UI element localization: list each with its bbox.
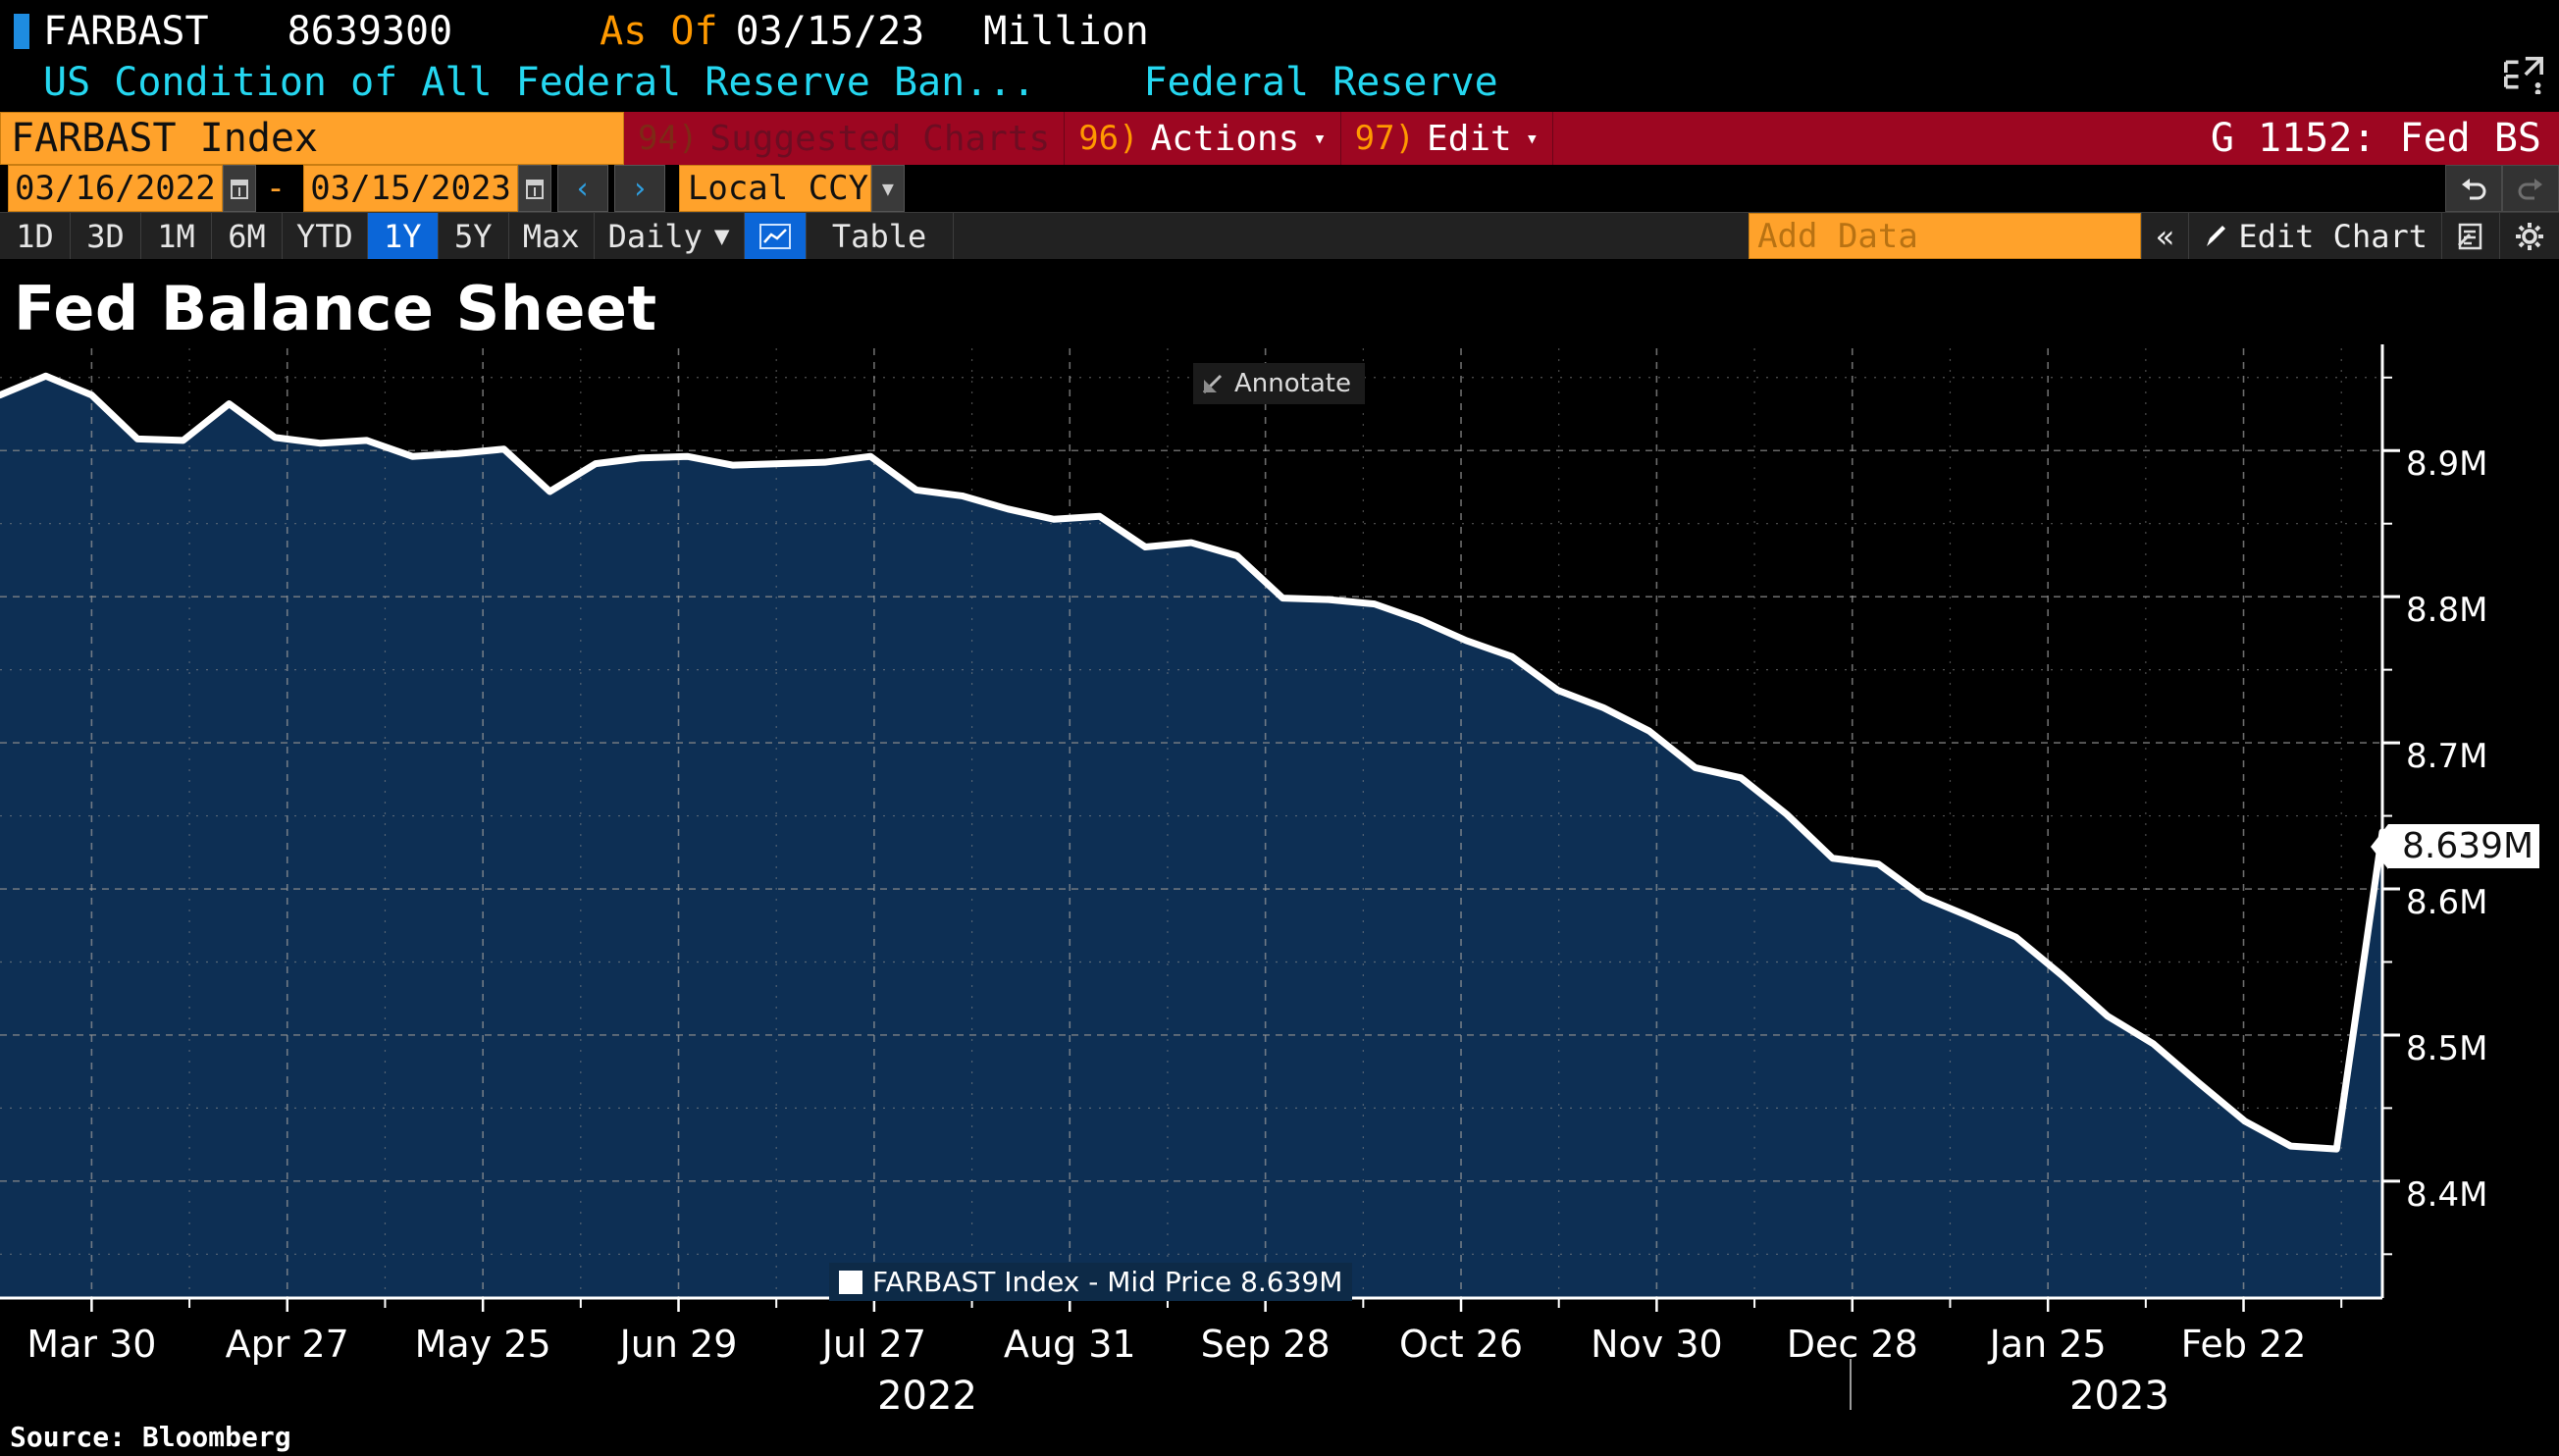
security-header-row-secondary: US Condition of All Federal Reserve Ban.… — [0, 57, 2559, 108]
period-toolbar: 1D 3D 1M 6M YTD 1Y 5Y Max Daily ▼ Table … — [0, 212, 2559, 259]
y-axis-label: 8.8M — [2406, 591, 2488, 631]
x-axis-label: Dec 28 — [1786, 1323, 1918, 1366]
annotations-panel-icon[interactable] — [2441, 213, 2499, 259]
menu-number: 96) — [1078, 119, 1139, 158]
x-axis-label: Feb 22 — [2180, 1323, 2307, 1366]
period-1d[interactable]: 1D — [0, 213, 71, 259]
currency-select[interactable]: Local CCY — [678, 165, 871, 212]
security-indicator-bar — [14, 14, 29, 49]
page-title: Fed Balance Sheet — [14, 273, 657, 344]
annotate-button[interactable]: Annotate — [1193, 363, 1365, 404]
as-of-label: As Of — [600, 9, 718, 54]
end-date-calendar-icon[interactable] — [517, 165, 551, 212]
prev-period-button[interactable]: ‹ — [556, 165, 608, 212]
x-axis-label: Jan 25 — [1989, 1323, 2107, 1366]
x-axis-label: Oct 26 — [1398, 1323, 1524, 1366]
menu-label: Suggested Charts — [709, 118, 1051, 159]
x-axis-label: Apr 27 — [225, 1323, 349, 1366]
annotate-label: Annotate — [1234, 369, 1351, 398]
period-ytd[interactable]: YTD — [283, 213, 368, 259]
y-axis-label: 8.9M — [2406, 444, 2488, 485]
x-axis-label: Mar 30 — [26, 1323, 157, 1366]
y-axis-label: 8.4M — [2406, 1174, 2488, 1215]
menu-label: Edit — [1427, 118, 1512, 159]
period-max[interactable]: Max — [509, 213, 595, 259]
next-period-button[interactable]: › — [613, 165, 665, 212]
menu-number: 97) — [1354, 119, 1416, 158]
frequency-label: Daily — [607, 217, 703, 255]
menu-edit[interactable]: 97) Edit ▾ — [1341, 112, 1553, 165]
security-description: US Condition of All Federal Reserve Ban.… — [43, 60, 1036, 105]
year-divider — [1850, 1359, 1852, 1410]
y-axis-label: 8.5M — [2406, 1028, 2488, 1068]
x-axis-label: Nov 30 — [1591, 1323, 1723, 1366]
edit-chart-button[interactable]: Edit Chart — [2188, 213, 2441, 259]
chart-svg — [0, 344, 2559, 1335]
security-data-source: Federal Reserve — [1143, 60, 1498, 105]
chevron-down-icon[interactable]: ▼ — [870, 165, 905, 212]
x-axis-label: May 25 — [414, 1323, 551, 1366]
x-axis-year-label: 2022 — [877, 1374, 977, 1419]
security-header: FARBAST 8639300 As Of 03/15/23 Million U… — [0, 0, 2559, 108]
screen-id-label: G 1152: Fed BS — [2210, 116, 2541, 161]
frequency-select[interactable]: Daily ▼ — [595, 213, 745, 259]
x-axis-label: Aug 31 — [1003, 1323, 1136, 1366]
x-axis-year-label: 2023 — [2069, 1374, 2169, 1419]
menu-number: 94) — [638, 119, 699, 158]
menu-suggested-charts[interactable]: 94) Suggested Charts — [624, 112, 1066, 165]
add-data-input[interactable]: Add Data — [1749, 213, 2142, 259]
source-note: Source: Bloomberg — [10, 1421, 291, 1453]
edit-chart-label: Edit Chart — [2238, 217, 2428, 255]
security-ticker: FARBAST — [43, 9, 209, 54]
collapse-panel-button[interactable]: « — [2141, 213, 2188, 259]
current-value-badge: 8.639M — [2370, 824, 2540, 870]
period-1m[interactable]: 1M — [141, 213, 212, 259]
menu-label: Actions — [1150, 118, 1300, 159]
chevron-down-icon: ▾ — [1525, 126, 1539, 151]
start-date-calendar-icon[interactable] — [222, 165, 256, 212]
x-axis-label: Jul 27 — [821, 1323, 927, 1366]
chart-legend[interactable]: FARBAST Index - Mid Price 8.639M — [829, 1263, 1353, 1301]
ticker-input[interactable]: FARBAST Index — [0, 112, 624, 165]
y-axis-label: 8.7M — [2406, 737, 2488, 777]
period-6m[interactable]: 6M — [212, 213, 283, 259]
menu-actions[interactable]: 96) Actions ▾ — [1065, 112, 1341, 165]
start-date-input[interactable]: 03/16/2022 — [8, 165, 223, 212]
date-range-toolbar: 03/16/2022 - 03/15/2023 ‹ › Local CCY ▼ — [0, 165, 2559, 212]
chevron-down-icon: ▾ — [1313, 126, 1327, 151]
command-toolbar: FARBAST Index 94) Suggested Charts 96) A… — [0, 112, 2559, 165]
legend-color-swatch — [839, 1270, 862, 1294]
security-header-row-primary: FARBAST 8639300 As Of 03/15/23 Million — [0, 6, 2559, 57]
redo-button[interactable] — [2502, 165, 2559, 212]
chart-view-button[interactable] — [744, 213, 807, 259]
period-3d[interactable]: 3D — [71, 213, 141, 259]
undo-button[interactable] — [2445, 165, 2502, 212]
table-view-button[interactable]: Table — [807, 213, 954, 259]
end-date-input[interactable]: 03/15/2023 — [303, 165, 518, 212]
security-value: 8639300 — [287, 9, 453, 54]
period-5y[interactable]: 5Y — [439, 213, 509, 259]
date-range-separator: - — [265, 169, 287, 208]
legend-label: FARBAST Index - Mid Price 8.639M — [872, 1266, 1343, 1298]
annotate-icon — [1202, 374, 1223, 394]
resize-window-icon[interactable] — [2502, 55, 2545, 94]
period-1y[interactable]: 1Y — [367, 213, 439, 259]
as-of-date: 03/15/23 — [735, 9, 925, 54]
security-unit: Million — [983, 9, 1149, 54]
chart-plot-area[interactable] — [0, 344, 2559, 1335]
x-axis-label: Sep 28 — [1200, 1323, 1331, 1366]
chevron-down-icon: ▼ — [713, 221, 730, 251]
x-axis-label: Jun 29 — [619, 1323, 738, 1366]
gear-icon[interactable] — [2499, 213, 2559, 259]
y-axis-label: 8.6M — [2406, 883, 2488, 922]
